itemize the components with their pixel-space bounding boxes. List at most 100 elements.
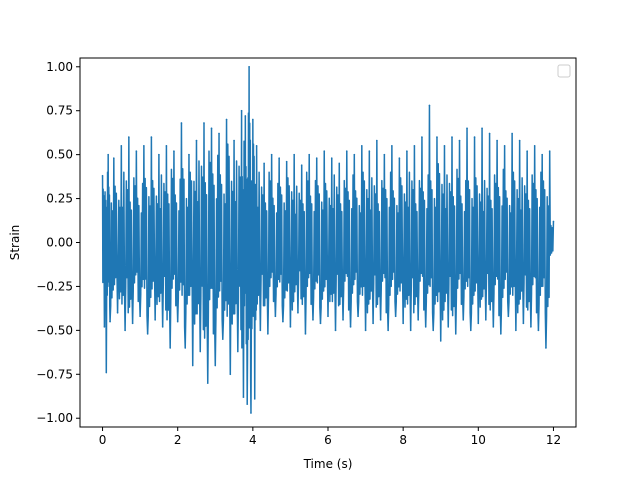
series-point: [503, 145, 506, 147]
series-point: [548, 150, 551, 152]
series-point: [143, 145, 145, 147]
y-tick-label: −0.25: [36, 279, 73, 293]
series-point: [297, 311, 299, 314]
series-point: [113, 157, 115, 159]
series-point: [248, 65, 250, 68]
series-point: [383, 153, 386, 156]
series-point: [150, 136, 153, 138]
series-layer: [101, 65, 555, 414]
series-point: [443, 145, 446, 147]
y-tick-label: −0.75: [36, 367, 73, 381]
series-point: [409, 329, 412, 332]
series-point: [394, 315, 397, 318]
series-point: [146, 333, 149, 335]
x-tick-label: 0: [99, 433, 107, 447]
series-point: [462, 319, 465, 321]
series-point: [107, 153, 109, 156]
series-point: [511, 132, 513, 135]
series-point: [176, 320, 179, 323]
x-tick-label: 10: [471, 433, 486, 447]
series-point: [481, 127, 483, 130]
series-point: [432, 329, 435, 332]
series-point: [203, 122, 205, 124]
series-point: [116, 311, 119, 314]
series-point: [522, 322, 525, 325]
series-point: [274, 315, 277, 318]
series-point: [488, 132, 491, 135]
series-point: [515, 329, 517, 332]
series-point: [244, 115, 247, 117]
series-point: [533, 145, 536, 147]
series-point: [507, 315, 510, 318]
series-point: [253, 398, 256, 400]
series-point: [285, 160, 288, 163]
series-point: [485, 319, 487, 321]
series-point: [473, 136, 476, 138]
series-point: [338, 162, 341, 165]
series-point: [242, 396, 245, 398]
series-point: [139, 315, 141, 318]
series-point: [259, 329, 262, 332]
series-point: [165, 145, 168, 147]
series-point: [199, 350, 202, 353]
series-point: [451, 136, 453, 138]
y-tick-label: 0.75: [46, 104, 73, 118]
series-point: [267, 333, 269, 335]
series-point: [103, 326, 106, 328]
series-point: [218, 132, 220, 135]
x-tick-label: 6: [324, 433, 332, 447]
series-point: [158, 153, 160, 156]
series-point: [391, 145, 393, 147]
series-point: [270, 153, 273, 156]
plot-area: [79, 57, 577, 428]
series-point: [379, 319, 382, 321]
series-point: [282, 320, 284, 323]
series-point: [214, 364, 217, 367]
series-point: [263, 162, 265, 165]
series-point: [180, 122, 183, 124]
legend-box: [557, 64, 571, 78]
series-point: [229, 373, 232, 376]
series-point: [154, 319, 156, 321]
series-point: [246, 403, 249, 405]
series-point: [364, 329, 367, 332]
series-point: [255, 145, 258, 147]
series-point: [300, 164, 303, 166]
series-point: [428, 104, 431, 107]
series-point: [293, 153, 295, 156]
x-tick-label: 12: [546, 433, 561, 447]
series-point: [496, 139, 498, 142]
series-point: [552, 220, 555, 223]
series-point: [319, 322, 322, 325]
series-point: [406, 150, 408, 152]
series-point: [421, 136, 423, 138]
series-point: [315, 157, 318, 159]
series-point: [135, 150, 138, 152]
series-point: [492, 326, 495, 328]
y-axis: −1.00 −0.75 −0.50 −0.25 0.00 0.25 0.50 0.75 1.00: [36, 60, 80, 425]
series-point: [195, 139, 198, 142]
series-point: [541, 153, 543, 156]
series-point: [109, 320, 111, 323]
series-point: [345, 150, 348, 152]
series-point: [436, 136, 438, 138]
series-point: [120, 145, 123, 147]
axes-background: [80, 58, 576, 427]
series-point: [184, 347, 187, 349]
series-point: [252, 118, 254, 121]
series-point: [387, 329, 389, 332]
series-point: [124, 329, 126, 332]
series-point: [240, 109, 243, 112]
series-point: [349, 326, 352, 328]
series-point: [312, 319, 314, 321]
series-point: [402, 322, 404, 325]
y-tick-label: 0.00: [46, 236, 73, 250]
series-point: [173, 150, 175, 152]
y-tick-label: 1.00: [46, 60, 73, 74]
series-point: [323, 150, 326, 152]
series-point: [376, 139, 378, 142]
series-point: [101, 174, 104, 177]
x-tick-label: 8: [399, 433, 407, 447]
series-point: [233, 139, 235, 142]
series-point: [372, 322, 374, 325]
